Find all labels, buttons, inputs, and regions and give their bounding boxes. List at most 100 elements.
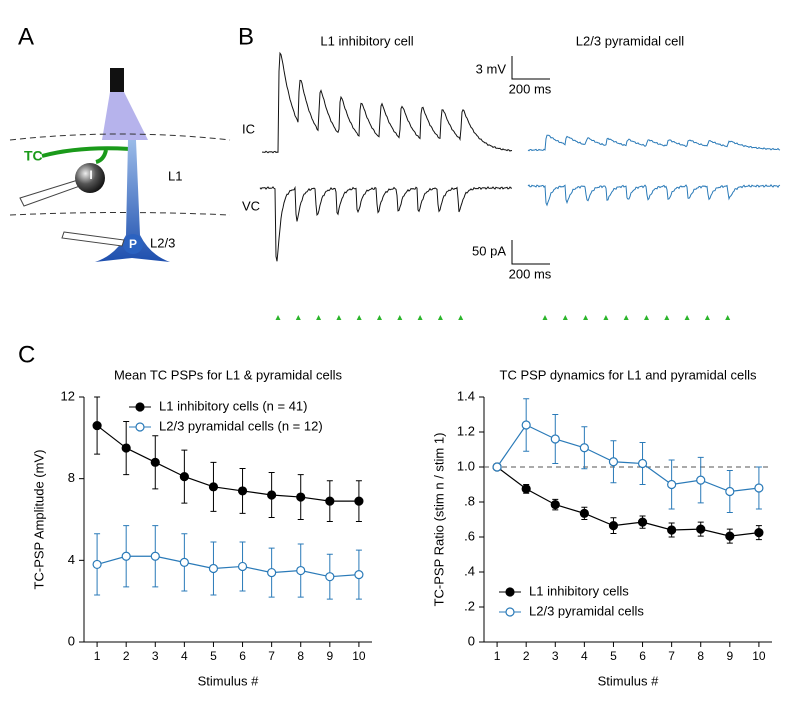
stim-marker: [704, 315, 710, 320]
series-line: [96, 555, 359, 578]
x-tick-label: 8: [297, 649, 304, 663]
panel-label: B: [238, 23, 254, 50]
x-tick-label: 7: [668, 649, 675, 663]
stim-marker: [562, 315, 568, 320]
stim-marker: [684, 315, 690, 320]
data-point: [667, 525, 677, 535]
y-tick-label: 0: [68, 633, 75, 648]
stim-marker: [316, 315, 322, 320]
data-point: [267, 490, 277, 500]
panel-label: A: [18, 23, 34, 50]
x-tick-label: 4: [181, 649, 188, 663]
stim-marker: [664, 315, 670, 320]
trace-row-label: IC: [242, 121, 255, 136]
diagram-label: L2/3: [150, 235, 175, 250]
layer-boundary: [9, 212, 231, 216]
data-point: [637, 517, 648, 527]
data-point: [667, 479, 677, 490]
y-tick-label: 0: [468, 633, 475, 648]
data-point: [267, 567, 277, 578]
legend-label: L2/3 pyramidal cells (n = 12): [159, 418, 323, 433]
tc-axon: [41, 146, 131, 158]
light-source: [110, 68, 124, 92]
legend-marker: [135, 422, 145, 432]
x-tick-label: 6: [239, 649, 246, 663]
data-point: [608, 521, 619, 531]
data-point: [550, 434, 560, 444]
scale-label: 50 pA: [472, 243, 506, 258]
stim-marker: [583, 315, 589, 320]
stim-marker: [295, 315, 301, 320]
y-tick-label: .2: [464, 598, 475, 613]
data-point: [696, 524, 706, 534]
x-tick-label: 3: [552, 649, 559, 663]
data-point: [608, 457, 619, 467]
x-tick-label: 5: [610, 649, 617, 663]
data-point: [150, 551, 160, 561]
stim-marker: [356, 315, 362, 320]
data-point: [179, 472, 189, 482]
pipette: [61, 231, 125, 247]
data-point: [754, 483, 764, 493]
data-point: [492, 462, 502, 472]
data-point: [296, 492, 306, 502]
data-point: [150, 457, 160, 467]
stim-marker: [603, 315, 609, 320]
data-point: [754, 528, 764, 538]
x-tick-label: 2: [123, 649, 130, 663]
legend-marker: [505, 607, 515, 617]
pyramidal-cell: [95, 140, 170, 262]
y-axis-label: TC-PSP Amplitude (mV): [31, 450, 46, 590]
data-point: [237, 486, 248, 496]
scale-bar: [511, 56, 550, 80]
x-tick-label: 3: [152, 649, 159, 663]
x-tick-label: 9: [726, 649, 733, 663]
y-tick-label: 8: [68, 470, 75, 485]
stim-marker: [336, 315, 342, 320]
legend-label: L2/3 pyramidal cells: [529, 603, 644, 618]
pyramidal-soma: [123, 234, 143, 254]
diagram-label: P: [129, 237, 137, 251]
pipette: [19, 179, 81, 207]
data-point: [121, 551, 131, 561]
trace: [259, 185, 512, 262]
chart-title: TC PSP dynamics for L1 and pyramidal cel…: [500, 367, 757, 382]
legend-label: L1 inhibitory cells (n = 41): [159, 398, 308, 413]
stim-marker: [623, 315, 629, 320]
trace: [262, 51, 513, 154]
x-tick-label: 8: [697, 649, 704, 663]
y-tick-label: .8: [464, 493, 475, 508]
data-point: [725, 531, 735, 541]
scale-bar: [511, 240, 550, 265]
scale-label: 200 ms: [509, 81, 552, 96]
x-tick-label: 7: [268, 649, 275, 663]
y-tick-label: .4: [464, 563, 475, 578]
data-point: [208, 482, 219, 492]
data-point: [521, 484, 531, 494]
inhibitory-soma: [75, 163, 105, 193]
x-axis-label: Stimulus #: [198, 673, 259, 688]
diagram-label: I: [89, 168, 92, 182]
trace: [527, 134, 781, 152]
data-point: [121, 443, 131, 453]
data-point: [354, 496, 364, 506]
data-point: [579, 508, 589, 518]
legend-marker: [135, 402, 145, 412]
data-point: [521, 420, 531, 430]
stim-marker: [542, 315, 548, 320]
stim-marker: [458, 315, 464, 320]
stim-marker: [644, 315, 649, 320]
stim-marker: [275, 315, 281, 320]
trace-title: L1 inhibitory cell: [320, 33, 413, 48]
data-point: [579, 443, 589, 453]
data-point: [325, 572, 335, 582]
data-point: [179, 557, 189, 567]
data-point: [237, 561, 248, 572]
data-point: [354, 570, 364, 580]
y-tick-label: 4: [68, 552, 75, 567]
chart-title: Mean TC PSPs for L1 & pyramidal cells: [114, 367, 343, 382]
data-point: [696, 475, 706, 485]
scale-label: 3 mV: [476, 61, 507, 76]
series-line: [96, 425, 359, 502]
tc-branch: [95, 149, 108, 164]
